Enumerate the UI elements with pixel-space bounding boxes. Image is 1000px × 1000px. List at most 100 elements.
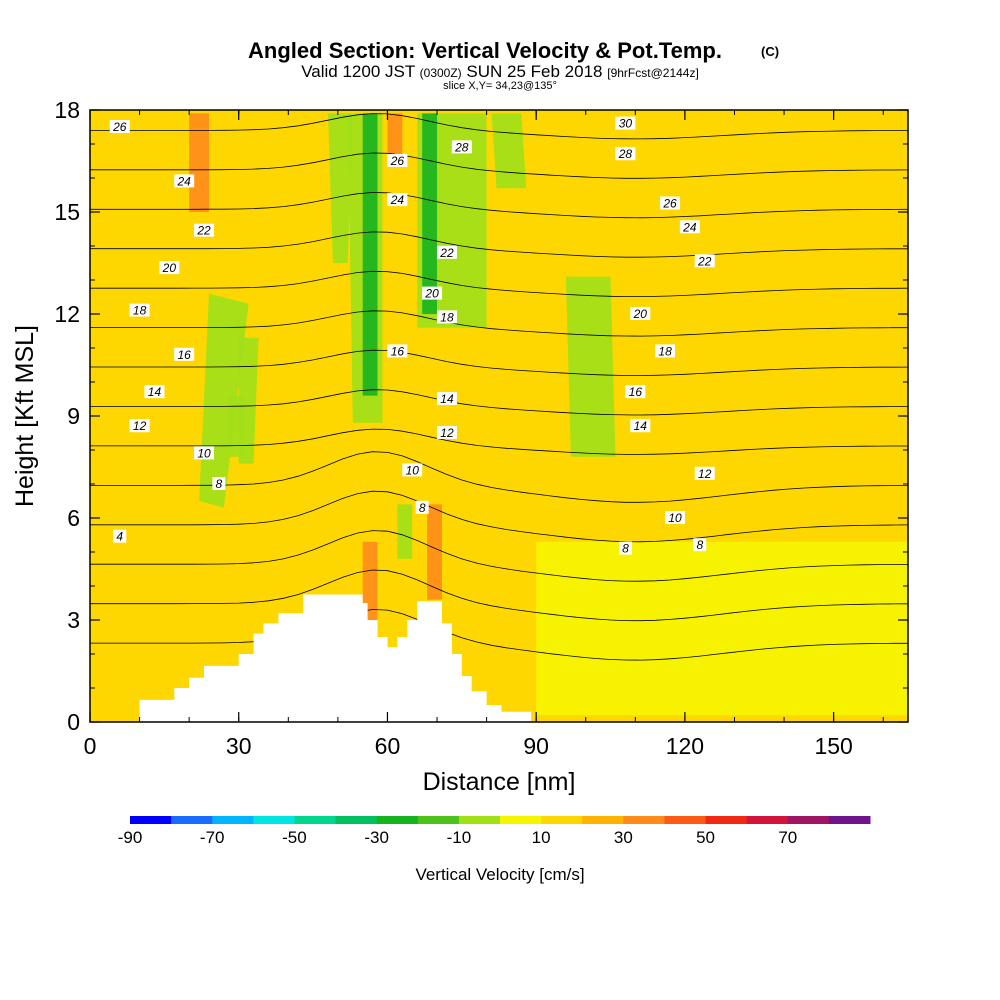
isentrope-line-30 <box>90 113 908 140</box>
colorbar-swatch <box>828 816 871 824</box>
colorbar-swatch <box>335 816 378 824</box>
svg-text:20: 20 <box>633 307 648 321</box>
isentrope-label: 24 <box>679 220 700 234</box>
isentrope-label: 16 <box>625 385 646 399</box>
y-axis: 0 3 6 9 12 15 18 <box>54 97 908 735</box>
colorbar-swatch <box>294 816 337 824</box>
velocity-region-6 <box>397 504 413 559</box>
svg-text:22: 22 <box>196 224 211 238</box>
colorbar: -90 -70 -50 -30 -10 10 30 50 70 <box>118 816 871 847</box>
svg-text:28: 28 <box>618 147 633 161</box>
colorbar-swatch <box>130 816 172 824</box>
svg-text:10: 10 <box>668 511 682 525</box>
isentrope-line-16 <box>90 389 908 416</box>
isentrope-label: 20 <box>159 261 180 275</box>
x-tick-label: 150 <box>814 733 852 759</box>
velocity-region-11 <box>422 113 437 315</box>
svg-text:4: 4 <box>116 530 123 544</box>
velocity-region-10 <box>362 113 378 396</box>
colorbar-label: Vertical Velocity [cm/s] <box>415 865 584 884</box>
velocity-region-2 <box>328 113 353 264</box>
colorbar-swatch <box>541 816 583 824</box>
colorbar-swatch <box>417 816 460 824</box>
isentrope-label: 20 <box>422 286 443 301</box>
isentrope-label: 8 <box>618 541 632 556</box>
svg-text:10: 10 <box>406 463 420 477</box>
velocity-region-4 <box>238 337 259 464</box>
isentrope-line-20 <box>90 310 908 337</box>
colorbar-swatch <box>623 816 665 824</box>
colorbar-swatch <box>787 816 830 824</box>
svg-text:18: 18 <box>440 310 454 324</box>
y-tick-label: 9 <box>67 403 80 429</box>
isentrope-layer <box>90 113 908 661</box>
svg-text:8: 8 <box>696 538 703 552</box>
colorbar-tick-label: 30 <box>614 828 633 847</box>
isentrope-label: 12 <box>436 426 457 440</box>
isentrope-label: 12 <box>694 466 715 481</box>
svg-text:20: 20 <box>424 287 439 301</box>
colorbar-swatch <box>253 816 295 824</box>
isentrope-label: 26 <box>660 196 681 211</box>
colorbar-swatch <box>212 816 254 824</box>
svg-text:24: 24 <box>177 174 192 188</box>
colorbar-swatch <box>458 816 501 824</box>
isentrope-line-12 <box>90 451 908 503</box>
isentrope-line-24 <box>90 231 908 258</box>
terrain <box>90 594 908 722</box>
svg-text:14: 14 <box>148 385 162 399</box>
valid-date: SUN 25 Feb 2018 <box>466 62 602 81</box>
y-tick-label: 12 <box>54 301 80 327</box>
isentrope-label: 8 <box>693 538 707 552</box>
isentrope-line-28 <box>90 152 908 179</box>
isentrope-line-26 <box>90 192 908 219</box>
plot-area: 4810121416182022242626242822201816141210… <box>90 110 908 722</box>
isentrope-label: 16 <box>387 344 408 358</box>
svg-text:10: 10 <box>197 446 211 460</box>
colorbar-swatch <box>500 816 542 824</box>
y-tick-label: 18 <box>54 97 80 123</box>
colorbar-swatch <box>664 816 707 824</box>
isentrope-line-6 <box>90 569 908 622</box>
colorbar-tick-label: 70 <box>778 828 797 847</box>
x-axis-label: Distance [nm] <box>423 768 576 796</box>
isentrope-label: 28 <box>615 147 636 161</box>
svg-text:14: 14 <box>440 392 454 406</box>
svg-text:16: 16 <box>629 385 643 399</box>
svg-text:12: 12 <box>133 419 147 433</box>
isentrope-label: 10 <box>194 446 215 460</box>
chart-title: Angled Section: Vertical Velocity & Pot.… <box>248 38 722 63</box>
isentrope-line-4 <box>90 609 908 661</box>
isentrope-label-layer: 4810121416182022242626242822201816141210… <box>109 116 715 556</box>
isentrope-label: 8 <box>212 477 226 491</box>
colorbar-swatch <box>376 816 419 824</box>
isentrope-label: 28 <box>451 140 472 154</box>
forecast-info: [9hrFcst@2144z] <box>607 66 699 80</box>
x-tick-label: 0 <box>84 733 97 759</box>
y-tick-label: 6 <box>67 505 80 531</box>
svg-text:8: 8 <box>419 501 426 515</box>
svg-text:24: 24 <box>682 220 697 234</box>
isentrope-label: 12 <box>129 419 150 433</box>
svg-text:20: 20 <box>162 261 177 275</box>
isentrope-label: 22 <box>194 223 215 238</box>
isentrope-label: 24 <box>174 174 195 188</box>
isentrope-label: 22 <box>436 246 457 260</box>
isentrope-label: 10 <box>664 511 685 525</box>
isentrope-label: 30 <box>615 116 636 131</box>
svg-text:18: 18 <box>658 344 672 358</box>
isentrope-label: 18 <box>655 344 676 358</box>
y-tick-label: 15 <box>54 199 80 225</box>
svg-text:22: 22 <box>439 246 454 260</box>
isentrope-line-14 <box>90 428 908 455</box>
isentrope-label: 16 <box>174 347 195 362</box>
valid-time: Valid 1200 JST <box>301 62 415 81</box>
isentrope-label: 24 <box>387 193 408 207</box>
isentrope-label: 26 <box>387 154 408 168</box>
isentrope-label: 20 <box>630 307 651 321</box>
svg-text:18: 18 <box>133 304 147 318</box>
velocity-region-8 <box>491 113 527 189</box>
svg-text:24: 24 <box>390 193 405 207</box>
isentrope-label: 18 <box>129 303 150 318</box>
y-tick-label: 0 <box>67 709 80 735</box>
